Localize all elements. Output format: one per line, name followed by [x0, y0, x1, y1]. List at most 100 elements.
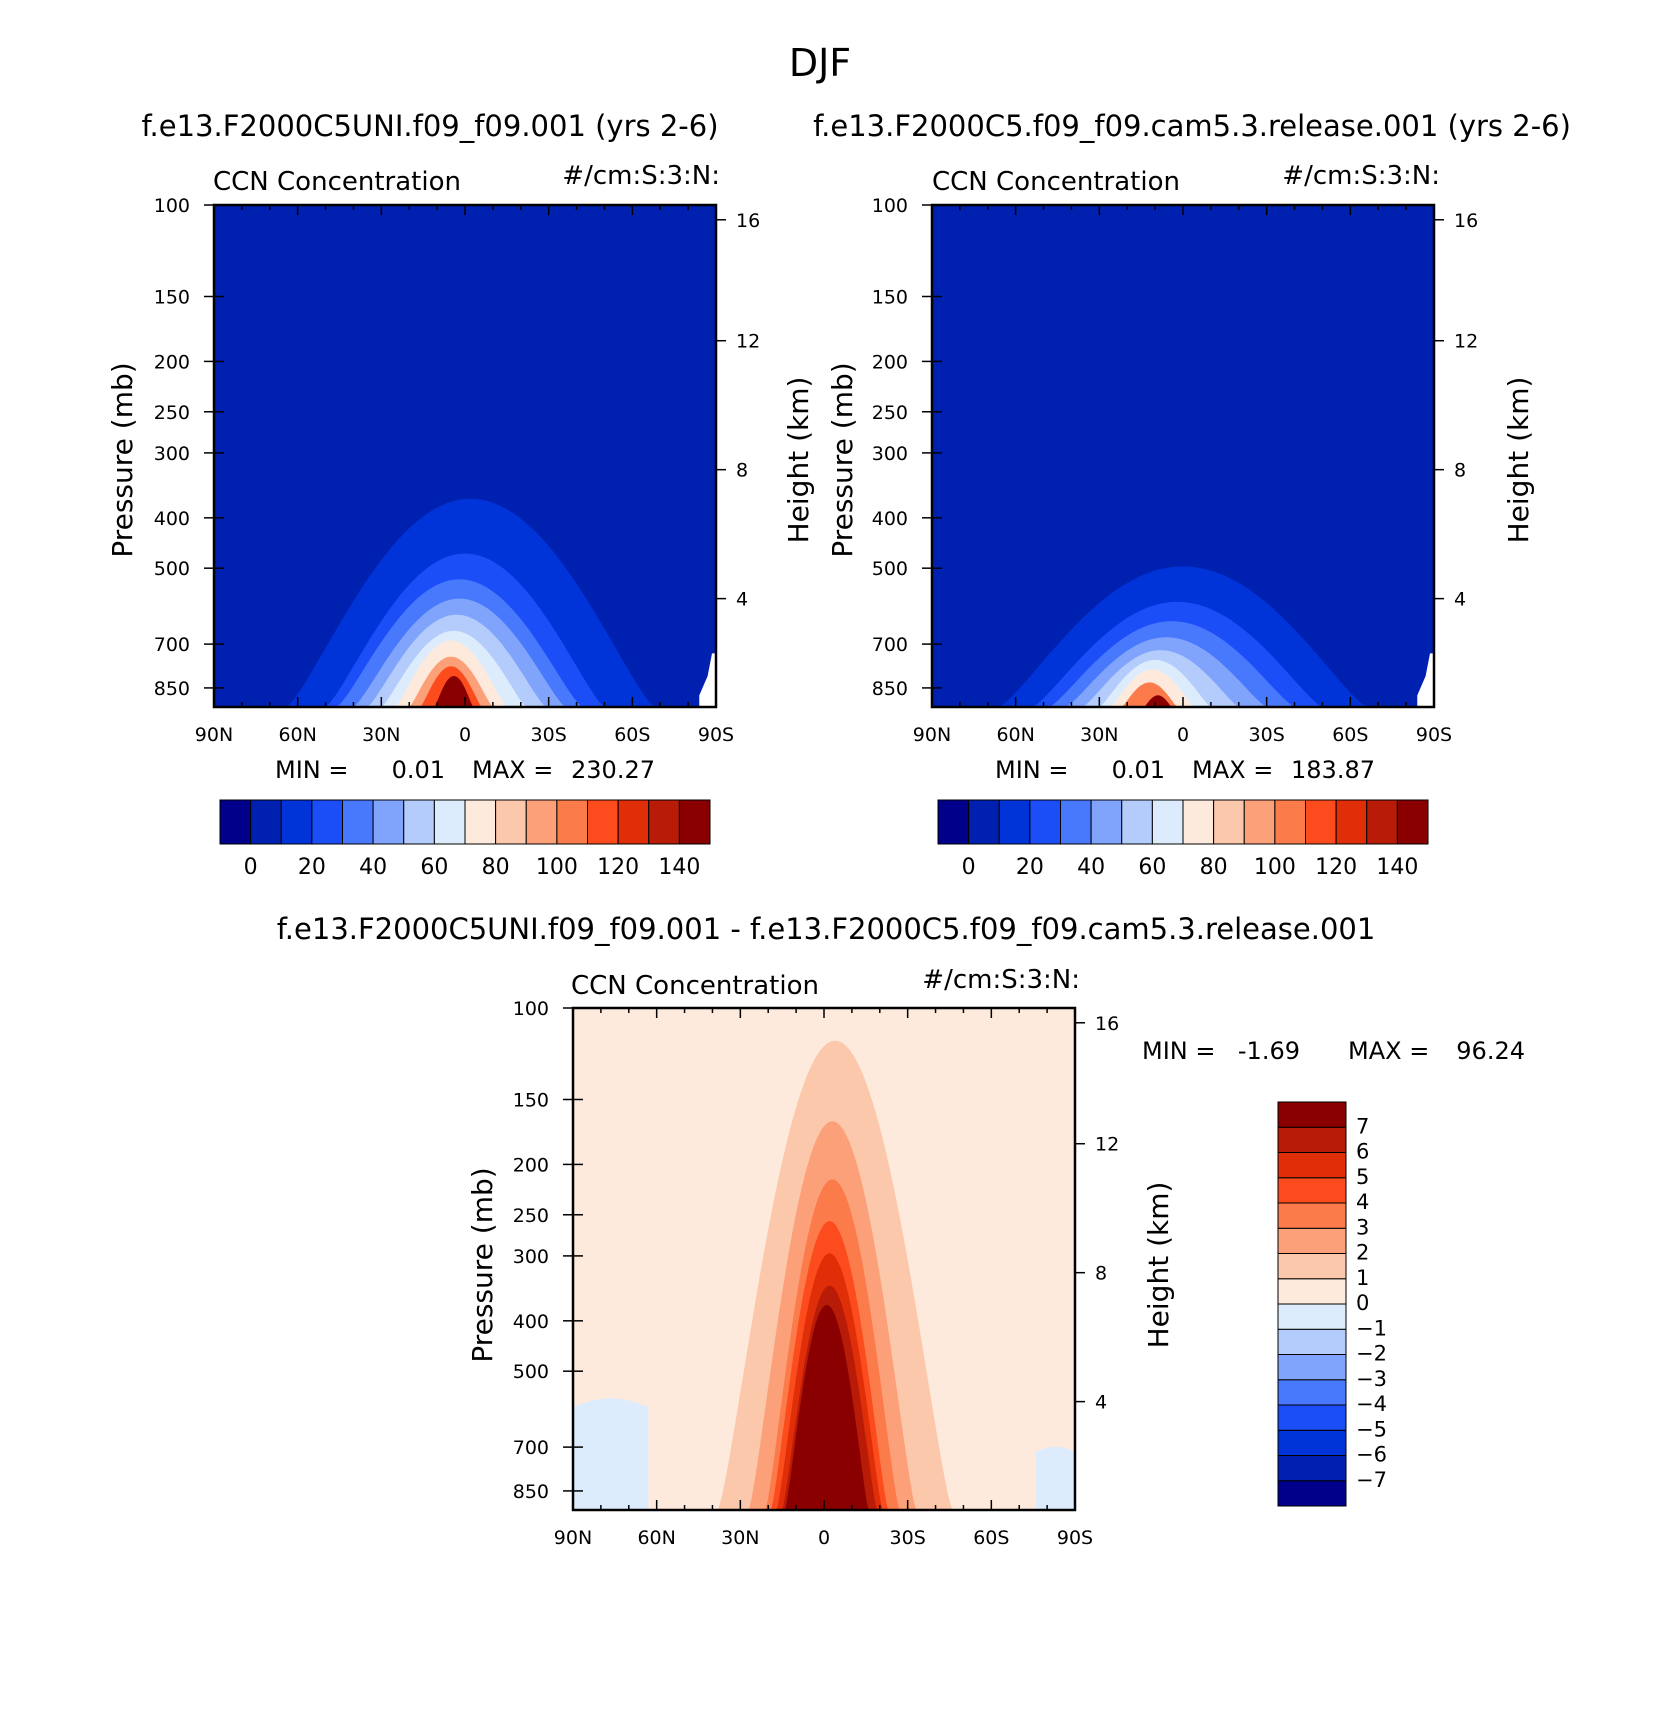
max-label: MAX =	[1348, 1037, 1429, 1065]
colorbar-label: 20	[1016, 855, 1044, 880]
colorbar-label: 100	[536, 855, 578, 880]
colorbar: 0 20 40 60 80 100 120 140	[937, 799, 1429, 880]
y-tick-label: 300	[513, 1246, 549, 1268]
y-tick-label: 200	[872, 351, 908, 373]
colorbar-box	[464, 799, 497, 845]
colorbar-box	[311, 799, 343, 845]
colorbar-box	[1277, 1253, 1347, 1280]
max-label: MAX =	[472, 756, 553, 784]
colorbar-label: −1	[1356, 1316, 1387, 1340]
colorbar-box	[1121, 799, 1153, 845]
y-tick-label: 150	[872, 286, 908, 308]
y-tick-label: 150	[154, 286, 190, 308]
x-tick-label: 60N	[996, 724, 1034, 746]
colorbar-label: 40	[1077, 855, 1105, 880]
colorbar-box	[280, 799, 313, 845]
colorbar-box	[1213, 799, 1245, 845]
x-tick-label: 90S	[1416, 724, 1452, 746]
units-title: #/cm:S:3:N:	[922, 965, 1080, 995]
contour-band-8	[1144, 695, 1172, 707]
y-tick-label: 200	[154, 351, 190, 373]
colorbar-box	[1277, 1177, 1347, 1204]
missing-data-region	[699, 653, 716, 707]
colorbar-box	[617, 799, 650, 845]
colorbar-box	[1029, 799, 1061, 845]
x-tick-label: 30S	[890, 1527, 926, 1549]
x-tick-label: 90N	[554, 1527, 592, 1549]
colorbar-label: −4	[1356, 1392, 1387, 1416]
colorbar-box	[219, 799, 252, 845]
x-tick-label: 60S	[1332, 724, 1368, 746]
colorbar-label: 1	[1356, 1266, 1369, 1290]
y-tick-label: 400	[154, 508, 190, 530]
x-tick-label: 60N	[637, 1527, 675, 1549]
variable-title: CCN Concentration	[571, 971, 819, 1001]
contour-plot: 90N 60N 30N 0 30S 60S 90S 100 150 200 250 300 400 500…	[513, 998, 1119, 1549]
y-tick-label: 250	[513, 1205, 549, 1227]
colorbar-box	[1182, 799, 1215, 845]
colorbar-label: 80	[482, 855, 510, 880]
y-axis-label: Pressure (mb)	[106, 362, 139, 557]
x-tick-label: 90S	[1057, 1527, 1093, 1549]
colorbar-box	[556, 799, 588, 845]
colorbar-box	[342, 799, 374, 845]
colorbar-label: 140	[1376, 855, 1418, 880]
colorbar-label: −5	[1356, 1417, 1387, 1441]
height-tick-label: 8	[1454, 460, 1466, 482]
max-value: 183.87	[1291, 756, 1375, 784]
y-tick-label: 300	[872, 443, 908, 465]
x-tick-label: 90S	[698, 724, 734, 746]
height-tick-label: 16	[736, 210, 760, 232]
colorbar-box	[937, 799, 970, 845]
height-tick-label: 4	[736, 589, 748, 611]
colorbar-box	[1060, 799, 1092, 845]
y-tick-label: 850	[872, 678, 908, 700]
contour-plot: 90N 60N 30N 0 30S 60S 90S 100 150 200 250 300 400 500…	[872, 195, 1478, 746]
colorbar-box	[678, 799, 711, 845]
panel-model-uni: f.e13.F2000C5UNI.f09_f09.001 (yrs 2-6) C…	[106, 109, 815, 880]
height-tick-label: 4	[1095, 1392, 1107, 1414]
contour-plot: 90N 60N 30N 0 30S 60S 90S 100 150 200 250 300 400 500…	[154, 195, 760, 746]
min-value: 0.01	[1112, 756, 1165, 784]
height-tick-label: 12	[736, 331, 760, 353]
y-tick-label: 150	[513, 1089, 549, 1111]
colorbar-box	[587, 799, 619, 845]
colorbar-label: −3	[1356, 1367, 1387, 1391]
y-tick-label: 500	[872, 558, 908, 580]
colorbar-box	[1277, 1455, 1347, 1482]
x-tick-label: 90N	[913, 724, 951, 746]
colorbar-label: −6	[1356, 1443, 1387, 1467]
negative-region-0	[573, 1398, 649, 1510]
x-tick-label: 0	[1177, 724, 1189, 746]
colorbar-box	[525, 799, 558, 845]
colorbar-label: 0	[1356, 1291, 1369, 1315]
colorbar-box	[1277, 1303, 1347, 1330]
x-tick-label: 60N	[278, 724, 316, 746]
colorbar-box	[433, 799, 466, 845]
colorbar-box	[1277, 1404, 1347, 1431]
y-axis-right-label: Height (km)	[1502, 377, 1535, 544]
height-tick-label: 16	[1095, 1013, 1119, 1035]
y-tick-label: 400	[872, 508, 908, 530]
colorbar-label: 140	[658, 855, 700, 880]
max-label: MAX =	[1192, 756, 1273, 784]
y-tick-label: 850	[513, 1481, 549, 1503]
y-tick-label: 500	[513, 1361, 549, 1383]
colorbar-box	[1151, 799, 1184, 845]
y-axis-right-label: Height (km)	[782, 377, 815, 544]
x-tick-label: 0	[459, 724, 471, 746]
contour-band-9	[434, 676, 474, 707]
colorbar: 0 20 40 60 80 100 120 140	[219, 799, 711, 880]
x-tick-label: 30S	[531, 724, 567, 746]
height-tick-label: 4	[1454, 589, 1466, 611]
units-title: #/cm:S:3:N:	[1282, 161, 1440, 191]
colorbar-box	[1277, 1227, 1347, 1254]
panel-model-control: f.e13.F2000C5.f09_f09.cam5.3.release.001…	[813, 109, 1571, 880]
colorbar-box	[1277, 1328, 1347, 1355]
y-tick-label: 850	[154, 678, 190, 700]
contour-fills	[573, 1008, 1075, 1510]
max-value: 230.27	[571, 756, 655, 784]
y-axis-label: Pressure (mb)	[466, 1167, 499, 1362]
colorbar-label: 4	[1356, 1190, 1369, 1214]
